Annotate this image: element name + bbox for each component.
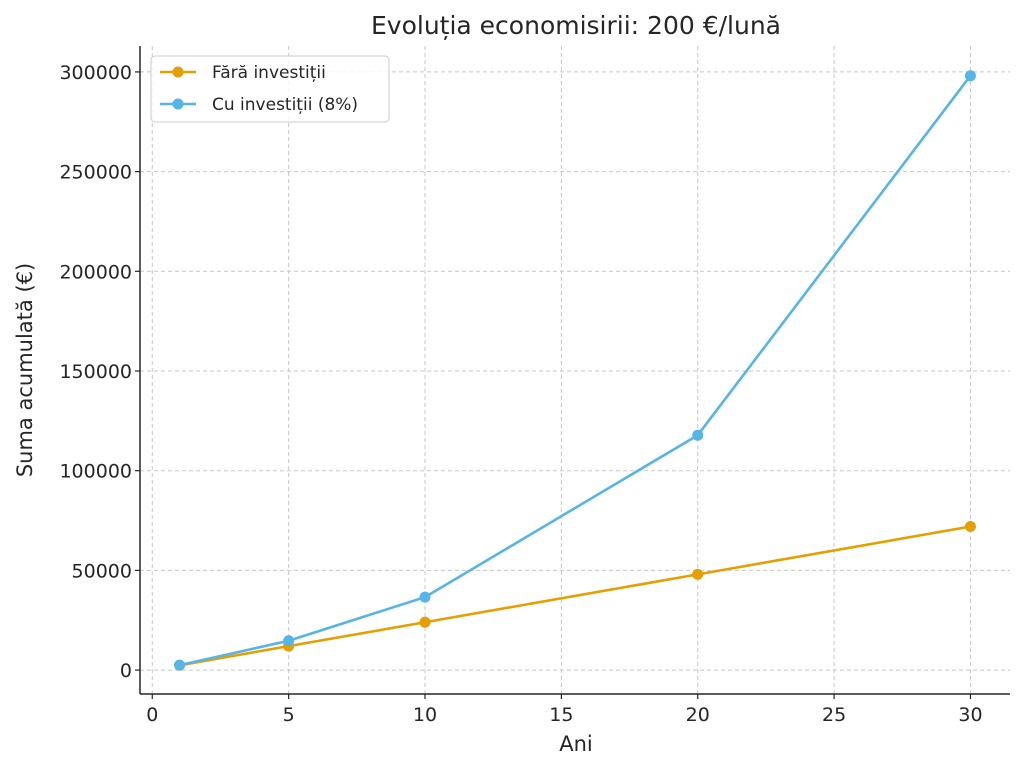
y-tick-label: 300000 xyxy=(59,62,132,84)
series-group xyxy=(174,70,976,671)
data-point-with-investment xyxy=(419,591,431,603)
x-tick-label: 10 xyxy=(413,704,437,726)
data-point-with-investment xyxy=(174,659,186,671)
tick-labels: 0 5 10 15 20 25 30 0 50000 100000 150000 200000 2500… xyxy=(59,62,982,726)
x-tick-label: 5 xyxy=(283,704,295,726)
x-axis-title: Ani xyxy=(559,732,593,756)
y-tick-label: 250000 xyxy=(59,162,132,184)
y-tick-label: 0 xyxy=(120,660,132,682)
legend-box xyxy=(150,55,390,123)
data-point-with-investment xyxy=(283,635,295,647)
data-point-no-investment xyxy=(692,568,704,580)
y-tick-label: 100000 xyxy=(59,461,132,483)
data-point-with-investment xyxy=(692,429,704,441)
x-tick-label: 20 xyxy=(686,704,710,726)
legend-marker-no-investment xyxy=(172,66,184,78)
legend-label-with-investment: Cu investiții (8%) xyxy=(212,95,358,115)
data-point-no-investment xyxy=(419,616,431,628)
y-tick-label: 200000 xyxy=(59,261,132,283)
chart-title: Evoluția economisirii: 200 €/lună xyxy=(371,11,781,40)
y-tick-label: 50000 xyxy=(72,560,132,582)
x-tick-label: 25 xyxy=(822,704,846,726)
y-tick-label: 150000 xyxy=(59,361,132,383)
x-tick-label: 30 xyxy=(958,704,982,726)
x-tick-label: 0 xyxy=(146,704,158,726)
x-tick-label: 15 xyxy=(549,704,573,726)
y-axis-title: Suma acumulată (€) xyxy=(13,263,37,477)
series-with-investment xyxy=(174,70,976,671)
legend-marker-with-investment xyxy=(172,98,184,110)
axes xyxy=(135,46,1010,699)
legend: Fără investiții Cu investiții (8%) xyxy=(150,55,390,123)
data-point-with-investment xyxy=(964,70,976,82)
grid-lines xyxy=(140,46,1010,694)
legend-label-no-investment: Fără investiții xyxy=(212,63,326,83)
data-point-no-investment xyxy=(964,521,976,533)
